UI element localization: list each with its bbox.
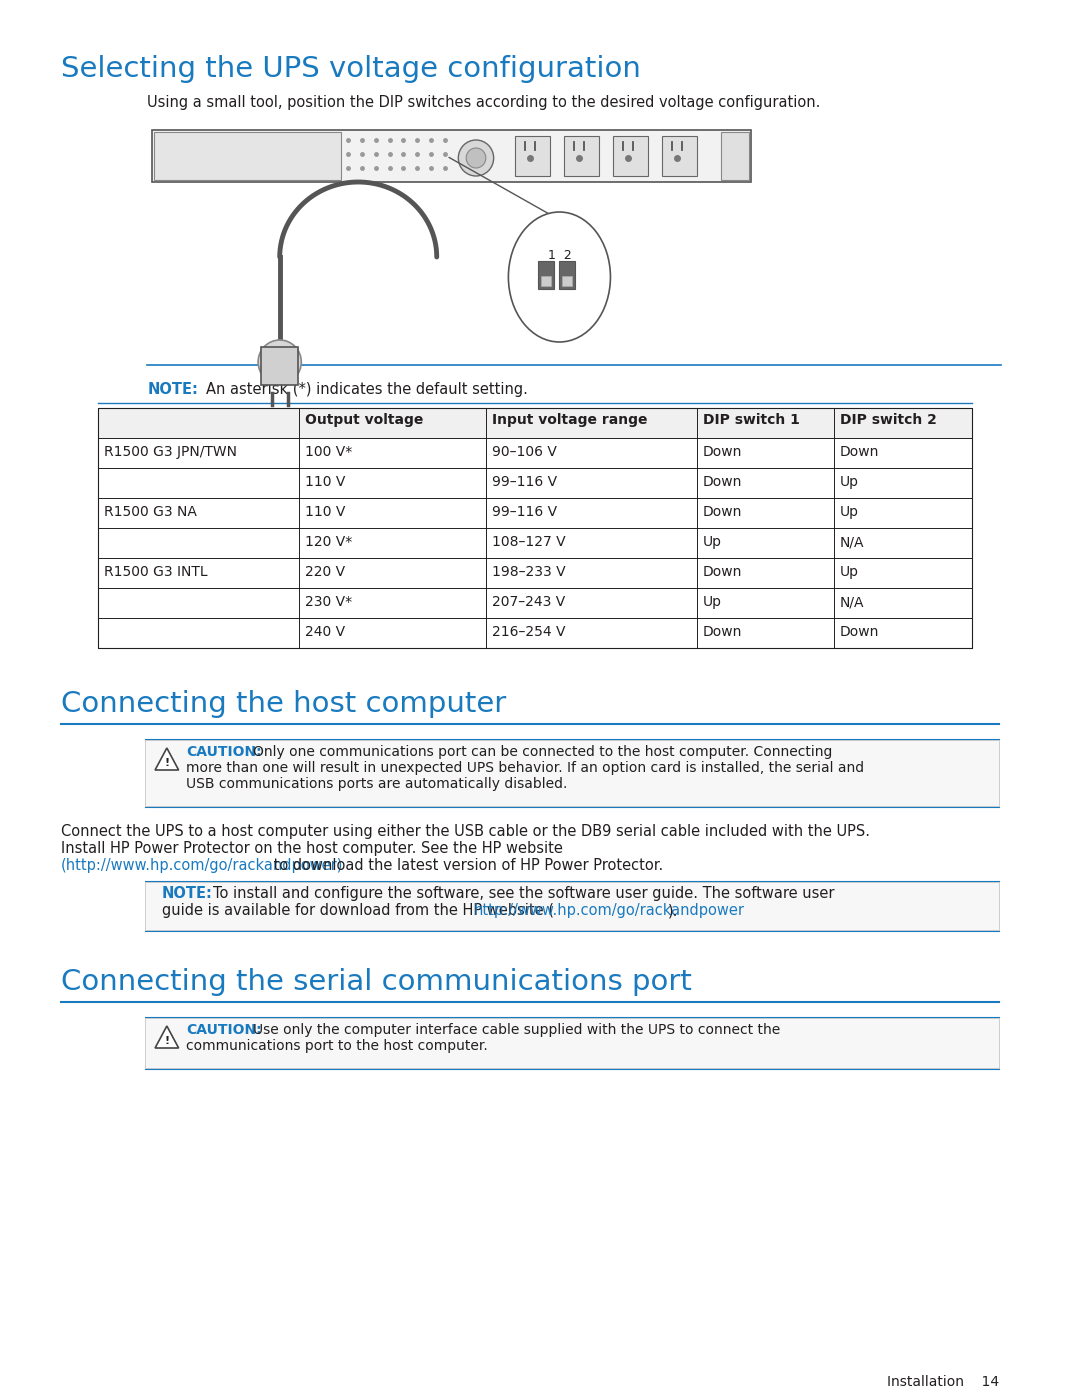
Text: An asterisk (*) indicates the default setting.: An asterisk (*) indicates the default se… bbox=[206, 381, 528, 397]
Text: DIP switch 2: DIP switch 2 bbox=[840, 414, 937, 427]
Bar bbox=[98, 408, 972, 439]
Text: Up: Up bbox=[840, 504, 859, 520]
Bar bbox=[154, 131, 340, 180]
Text: Use only the computer interface cable supplied with the UPS to connect the: Use only the computer interface cable su… bbox=[253, 1023, 781, 1037]
Text: 90–106 V: 90–106 V bbox=[491, 446, 556, 460]
Text: 120 V*: 120 V* bbox=[306, 535, 352, 549]
Text: 108–127 V: 108–127 V bbox=[491, 535, 565, 549]
Bar bbox=[563, 277, 572, 286]
Text: USB communications ports are automatically disabled.: USB communications ports are automatical… bbox=[187, 777, 568, 791]
Text: Install HP Power Protector on the host computer. See the HP website: Install HP Power Protector on the host c… bbox=[60, 841, 563, 856]
Text: Connecting the serial communications port: Connecting the serial communications por… bbox=[60, 968, 691, 996]
Text: Output voltage: Output voltage bbox=[306, 414, 423, 427]
Text: CAUTION:: CAUTION: bbox=[187, 745, 262, 759]
Bar bbox=[662, 136, 697, 176]
Text: Only one communications port can be connected to the host computer. Connecting: Only one communications port can be conn… bbox=[253, 745, 833, 759]
Text: guide is available for download from the HP website (: guide is available for download from the… bbox=[162, 902, 554, 918]
Text: Using a small tool, position the DIP switches according to the desired voltage c: Using a small tool, position the DIP swi… bbox=[147, 95, 821, 110]
Circle shape bbox=[258, 339, 301, 384]
Bar bbox=[721, 131, 748, 180]
Text: R1500 G3 NA: R1500 G3 NA bbox=[104, 504, 197, 520]
Text: 99–116 V: 99–116 V bbox=[491, 504, 557, 520]
Text: Down: Down bbox=[703, 624, 742, 638]
Text: Up: Up bbox=[840, 564, 859, 578]
Text: Up: Up bbox=[840, 475, 859, 489]
Text: Installation    14: Installation 14 bbox=[887, 1375, 999, 1389]
Text: NOTE:: NOTE: bbox=[147, 381, 198, 397]
Text: 198–233 V: 198–233 V bbox=[491, 564, 565, 578]
Text: !: ! bbox=[164, 759, 170, 768]
Text: Down: Down bbox=[840, 624, 879, 638]
Text: 216–254 V: 216–254 V bbox=[491, 624, 565, 638]
Bar bbox=[559, 261, 576, 289]
Bar bbox=[515, 136, 550, 176]
Text: Up: Up bbox=[703, 535, 721, 549]
Text: Up: Up bbox=[703, 595, 721, 609]
Bar bbox=[538, 261, 554, 289]
Text: 99–116 V: 99–116 V bbox=[491, 475, 557, 489]
Text: 110 V: 110 V bbox=[306, 475, 346, 489]
Text: Down: Down bbox=[703, 564, 742, 578]
Polygon shape bbox=[156, 1025, 178, 1048]
Text: Down: Down bbox=[840, 446, 879, 460]
Text: 220 V: 220 V bbox=[306, 564, 346, 578]
Text: Connecting the host computer: Connecting the host computer bbox=[60, 690, 507, 718]
Bar bbox=[541, 277, 551, 286]
Text: Down: Down bbox=[703, 504, 742, 520]
Bar bbox=[152, 130, 751, 182]
Bar bbox=[261, 346, 298, 386]
Text: Connect the UPS to a host computer using either the USB cable or the DB9 serial : Connect the UPS to a host computer using… bbox=[60, 824, 869, 840]
Bar bbox=[565, 136, 598, 176]
Bar bbox=[145, 1018, 999, 1067]
Text: ).: ). bbox=[669, 902, 678, 918]
Text: to download the latest version of HP Power Protector.: to download the latest version of HP Pow… bbox=[269, 858, 663, 873]
Text: 230 V*: 230 V* bbox=[306, 595, 352, 609]
Text: DIP switch 1: DIP switch 1 bbox=[703, 414, 799, 427]
Text: (http://www.hp.com/go/rackandpower): (http://www.hp.com/go/rackandpower) bbox=[60, 858, 343, 873]
Bar bbox=[145, 740, 999, 806]
Text: To install and configure the software, see the software user guide. The software: To install and configure the software, s… bbox=[213, 886, 835, 901]
Text: Down: Down bbox=[703, 446, 742, 460]
Text: NOTE:: NOTE: bbox=[162, 886, 213, 901]
Bar bbox=[145, 882, 999, 930]
Text: Selecting the UPS voltage configuration: Selecting the UPS voltage configuration bbox=[60, 54, 640, 82]
Ellipse shape bbox=[509, 212, 610, 342]
Text: communications port to the host computer.: communications port to the host computer… bbox=[187, 1039, 488, 1053]
Text: 110 V: 110 V bbox=[306, 504, 346, 520]
Text: N/A: N/A bbox=[840, 595, 865, 609]
Text: R1500 G3 INTL: R1500 G3 INTL bbox=[104, 564, 207, 578]
Text: !: ! bbox=[164, 1037, 170, 1046]
Text: 100 V*: 100 V* bbox=[306, 446, 352, 460]
Bar bbox=[98, 408, 972, 648]
Text: N/A: N/A bbox=[840, 535, 865, 549]
Text: 207–243 V: 207–243 V bbox=[491, 595, 565, 609]
Circle shape bbox=[458, 140, 494, 176]
Text: http://www.hp.com/go/rackandpower: http://www.hp.com/go/rackandpower bbox=[474, 902, 745, 918]
Text: 240 V: 240 V bbox=[306, 624, 346, 638]
Text: Input voltage range: Input voltage range bbox=[491, 414, 647, 427]
Circle shape bbox=[467, 148, 486, 168]
Text: CAUTION:: CAUTION: bbox=[187, 1023, 262, 1037]
Polygon shape bbox=[156, 747, 178, 770]
Text: more than one will result in unexpected UPS behavior. If an option card is insta: more than one will result in unexpected … bbox=[187, 761, 865, 775]
Bar bbox=[613, 136, 648, 176]
Text: Down: Down bbox=[703, 475, 742, 489]
Text: R1500 G3 JPN/TWN: R1500 G3 JPN/TWN bbox=[104, 446, 237, 460]
Text: 1  2: 1 2 bbox=[548, 249, 571, 263]
